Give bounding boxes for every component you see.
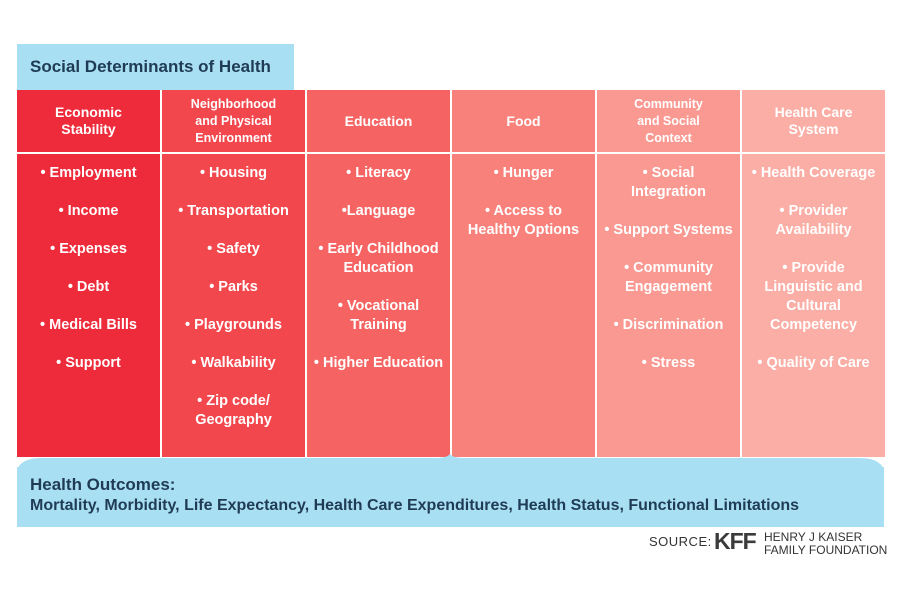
column-2: Neighborhood and Physical Environment • H…: [162, 90, 305, 457]
column-header: Community and Social Context: [597, 90, 740, 152]
column-4: Food • Hunger • Access to Healthy Options: [452, 90, 595, 457]
list-item: • Hunger: [493, 165, 554, 181]
column-body: • Housing • Transportation • Safety • Parks…: [162, 154, 305, 457]
list-item: • Safety: [207, 241, 260, 257]
list-item: • Discrimination: [613, 317, 724, 333]
list-item: • Social Integration: [631, 165, 706, 200]
list-item: • Access to Healthy Options: [467, 203, 580, 238]
column-header: Education: [307, 90, 450, 152]
column-header: Neighborhood and Physical Environment: [162, 90, 305, 152]
source-label: SOURCE:: [649, 534, 712, 549]
determinant-columns: Economic Stability • Employment • Income • …: [17, 90, 885, 457]
list-item: • Community Engagement: [624, 260, 713, 295]
outcomes-list: Mortality, Morbidity, Life Expectancy, H…: [30, 497, 800, 514]
organization-name: HENRY J KAISER FAMILY FOUNDATION: [764, 530, 888, 557]
column-header: Health Care System: [742, 90, 885, 152]
list-item: • Vocational Training: [337, 298, 420, 333]
list-item: • Walkability: [191, 355, 276, 371]
list-item: • Debt: [67, 279, 110, 295]
list-item: • Higher Education: [313, 355, 444, 371]
list-item: • Zip code/ Geography: [195, 393, 272, 428]
column-header: Economic Stability: [17, 90, 160, 152]
column-6: Health Care System • Health Coverage • Pro…: [742, 90, 885, 457]
list-item: • Parks: [209, 279, 258, 295]
list-item: • Provide Linguistic and Cultural Compet…: [764, 260, 863, 333]
column-body: • Social Integration • Support Systems • C…: [597, 154, 740, 457]
column-body: • Health Coverage • Provider Availability…: [742, 154, 885, 457]
list-item: • Stress: [641, 355, 696, 371]
list-item: • Literacy: [346, 165, 411, 181]
list-item: • Expenses: [50, 241, 127, 257]
column-5: Community and Social Context • Social Int…: [597, 90, 740, 457]
list-item: • Health Coverage: [751, 165, 876, 181]
list-item: • Employment: [40, 165, 137, 181]
list-item: • Medical Bills: [40, 317, 137, 333]
column-body: • Hunger • Access to Healthy Options: [452, 154, 595, 457]
kff-logo: KFF: [714, 528, 757, 554]
list-item: • Income: [58, 203, 119, 219]
column-1: Economic Stability • Employment • Income • …: [17, 90, 160, 457]
list-item: • Transportation: [178, 203, 289, 219]
list-item: • Support: [56, 355, 121, 371]
column-header: Food: [452, 90, 595, 152]
column-3: Education • Literacy •Language • Early Chil…: [307, 90, 450, 457]
list-item: • Housing: [199, 165, 268, 181]
list-item: • Early Childhood Education: [318, 241, 439, 276]
list-item: • Playgrounds: [185, 317, 282, 333]
diagram-title: Social Determinants of Health: [17, 44, 294, 90]
list-item: • Provider Availability: [775, 203, 852, 238]
list-item: •Language: [341, 203, 416, 219]
health-outcomes-box: Health Outcomes: Mortality, Morbidity, L…: [17, 467, 884, 527]
list-item: • Quality of Care: [757, 355, 870, 371]
column-body: • Literacy •Language • Early Childhood Edu…: [307, 154, 450, 457]
column-body: • Employment • Income • Expenses • Debt • Me…: [17, 154, 160, 457]
outcomes-brace: [17, 454, 884, 470]
outcomes-title: Health Outcomes:: [30, 475, 176, 494]
list-item: • Support Systems: [604, 222, 733, 238]
